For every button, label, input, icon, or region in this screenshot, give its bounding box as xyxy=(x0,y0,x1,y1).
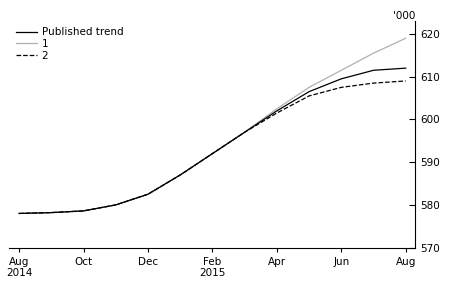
Legend: Published trend, 1, 2: Published trend, 1, 2 xyxy=(15,26,125,62)
Text: '000: '000 xyxy=(393,11,415,21)
